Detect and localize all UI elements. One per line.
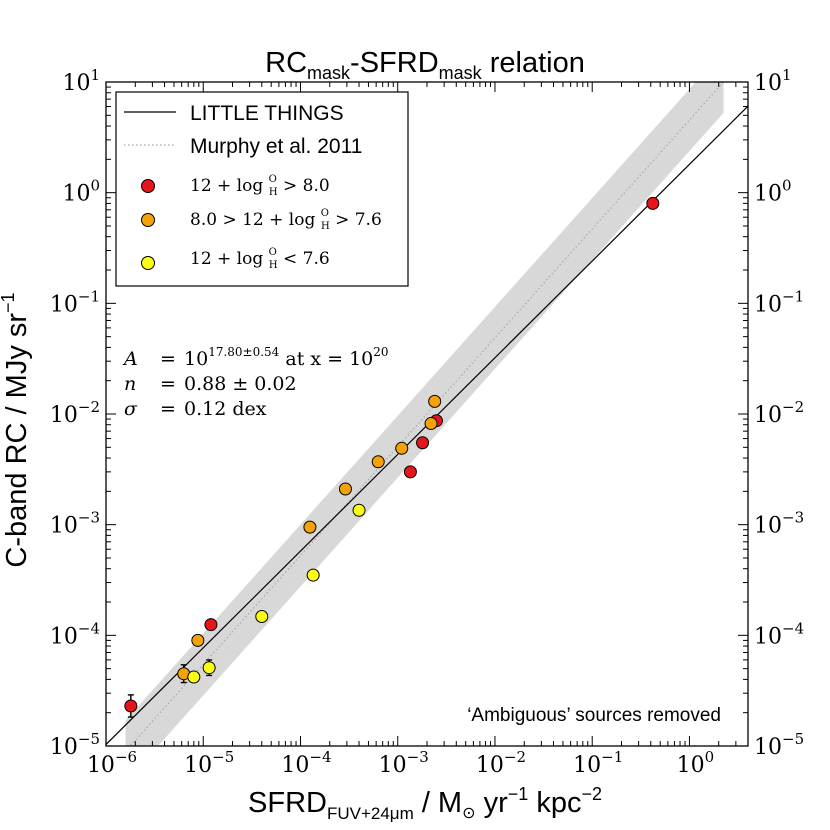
data-point-mid <box>371 455 385 469</box>
relation-lines-layer <box>106 82 748 746</box>
x-tick-label: 10−3 <box>379 748 429 778</box>
data-point-marker <box>124 699 138 713</box>
data-point-high <box>646 196 660 210</box>
data-point-marker <box>352 503 366 517</box>
murphy-scatter-band-layer <box>125 82 724 746</box>
y-tick-label-left: 10−3 <box>50 509 100 539</box>
data-point-marker <box>395 441 409 455</box>
stat-a-label: A <box>122 348 138 370</box>
x-axis-label: SFRDFUV+24μm / M⊙ yr−1 kpc−2 <box>248 784 602 823</box>
data-point-mid <box>424 417 438 431</box>
little-things-fit-line <box>106 105 748 746</box>
stat-sigma-eq: = <box>160 398 176 420</box>
y-tick-labels-right: 10−5 10−4 10−3 10−2 10−1 100 101 <box>754 66 804 760</box>
y-tick-label-right: 101 <box>754 66 792 96</box>
data-point-marker <box>403 465 417 479</box>
data-point-mid <box>191 633 205 647</box>
legend-label-murphy: Murphy et al. 2011 <box>190 135 362 158</box>
x-tick-label: 10−1 <box>573 748 623 778</box>
data-point-low <box>202 659 216 677</box>
data-point-high <box>204 618 218 632</box>
data-point-marker <box>303 520 317 534</box>
data-point-marker <box>306 568 320 582</box>
x-tick-label: 10−5 <box>184 748 234 778</box>
data-point-low <box>187 670 201 684</box>
data-point-high <box>403 465 417 479</box>
legend-box <box>115 91 409 287</box>
y-tick-label-left: 101 <box>62 66 100 96</box>
y-tick-label-right: 10−2 <box>754 398 804 428</box>
data-point-marker <box>187 670 201 684</box>
data-point-marker <box>646 196 660 210</box>
x-tick-label: 100 <box>677 748 715 778</box>
x-tick-label: 10−2 <box>476 748 526 778</box>
data-point-low <box>352 503 366 517</box>
x-tick-labels: 10−6 10−5 10−4 10−3 10−2 10−1 100 <box>87 748 714 778</box>
data-point-high <box>416 436 430 450</box>
stat-n-eq: = <box>160 373 176 395</box>
y-tick-labels-left: 10−5 10−4 10−3 10−2 10−1 100 101 <box>50 66 100 760</box>
data-point-marker <box>191 633 205 647</box>
data-point-high <box>124 694 138 718</box>
data-point-low <box>255 609 269 623</box>
stat-n-value: 0.88 ± 0.02 <box>184 373 297 395</box>
data-point-mid <box>303 520 317 534</box>
y-tick-label-left: 10−4 <box>50 619 100 649</box>
stat-sigma-label: σ <box>124 398 138 420</box>
stat-a-value: 1017.80±0.54 at x = 1020 <box>184 345 389 370</box>
legend-marker-low <box>141 256 155 270</box>
murphy-scatter-band <box>125 82 724 746</box>
stat-a-eq: = <box>160 348 176 370</box>
y-tick-label-left: 10−2 <box>50 398 100 428</box>
y-tick-label-right: 100 <box>754 177 792 207</box>
data-point-marker <box>416 436 430 450</box>
data-point-marker <box>202 661 216 675</box>
data-point-marker <box>338 482 352 496</box>
data-points-layer <box>124 196 660 718</box>
ambiguous-note: ‘Ambiguous’ sources removed <box>467 705 721 726</box>
murphy-relation-line <box>129 82 724 746</box>
x-tick-label: 10−6 <box>87 748 137 778</box>
data-point-marker <box>424 417 438 431</box>
stat-sigma-value: 0.12 dex <box>184 398 267 420</box>
data-point-mid <box>338 482 352 496</box>
data-point-marker <box>371 455 385 469</box>
legend-marker-mid <box>141 213 155 227</box>
y-tick-label-right: 10−5 <box>754 730 804 760</box>
axis-ticks-layer <box>105 81 749 747</box>
y-tick-label-left: 10−1 <box>50 287 100 317</box>
data-point-mid <box>428 394 442 408</box>
y-tick-label-right: 10−3 <box>754 509 804 539</box>
plot-frame <box>105 81 749 747</box>
y-tick-label-right: 10−1 <box>754 287 804 317</box>
data-point-marker <box>255 609 269 623</box>
chart-title: RCmask-SFRDmask relation <box>265 47 585 83</box>
data-point-low <box>306 568 320 582</box>
stat-n-label: n <box>124 373 136 395</box>
y-axis-label: C-band RC / MJy sr−1 <box>0 292 33 567</box>
y-tick-label-left: 10−5 <box>50 730 100 760</box>
data-point-marker <box>428 394 442 408</box>
y-tick-label-left: 100 <box>62 177 100 207</box>
data-point-mid <box>395 441 409 455</box>
x-tick-label: 10−4 <box>281 748 331 778</box>
fit-statistics: A = 1017.80±0.54 at x = 1020 n = 0.88 ± … <box>122 345 389 420</box>
data-point-marker <box>204 618 218 632</box>
legend-marker-high <box>141 179 155 193</box>
y-tick-label-right: 10−4 <box>754 619 804 649</box>
legend: LITTLE THINGS Murphy et al. 2011 12 + lo… <box>115 91 409 287</box>
legend-label-little-things: LITTLE THINGS <box>190 102 344 125</box>
